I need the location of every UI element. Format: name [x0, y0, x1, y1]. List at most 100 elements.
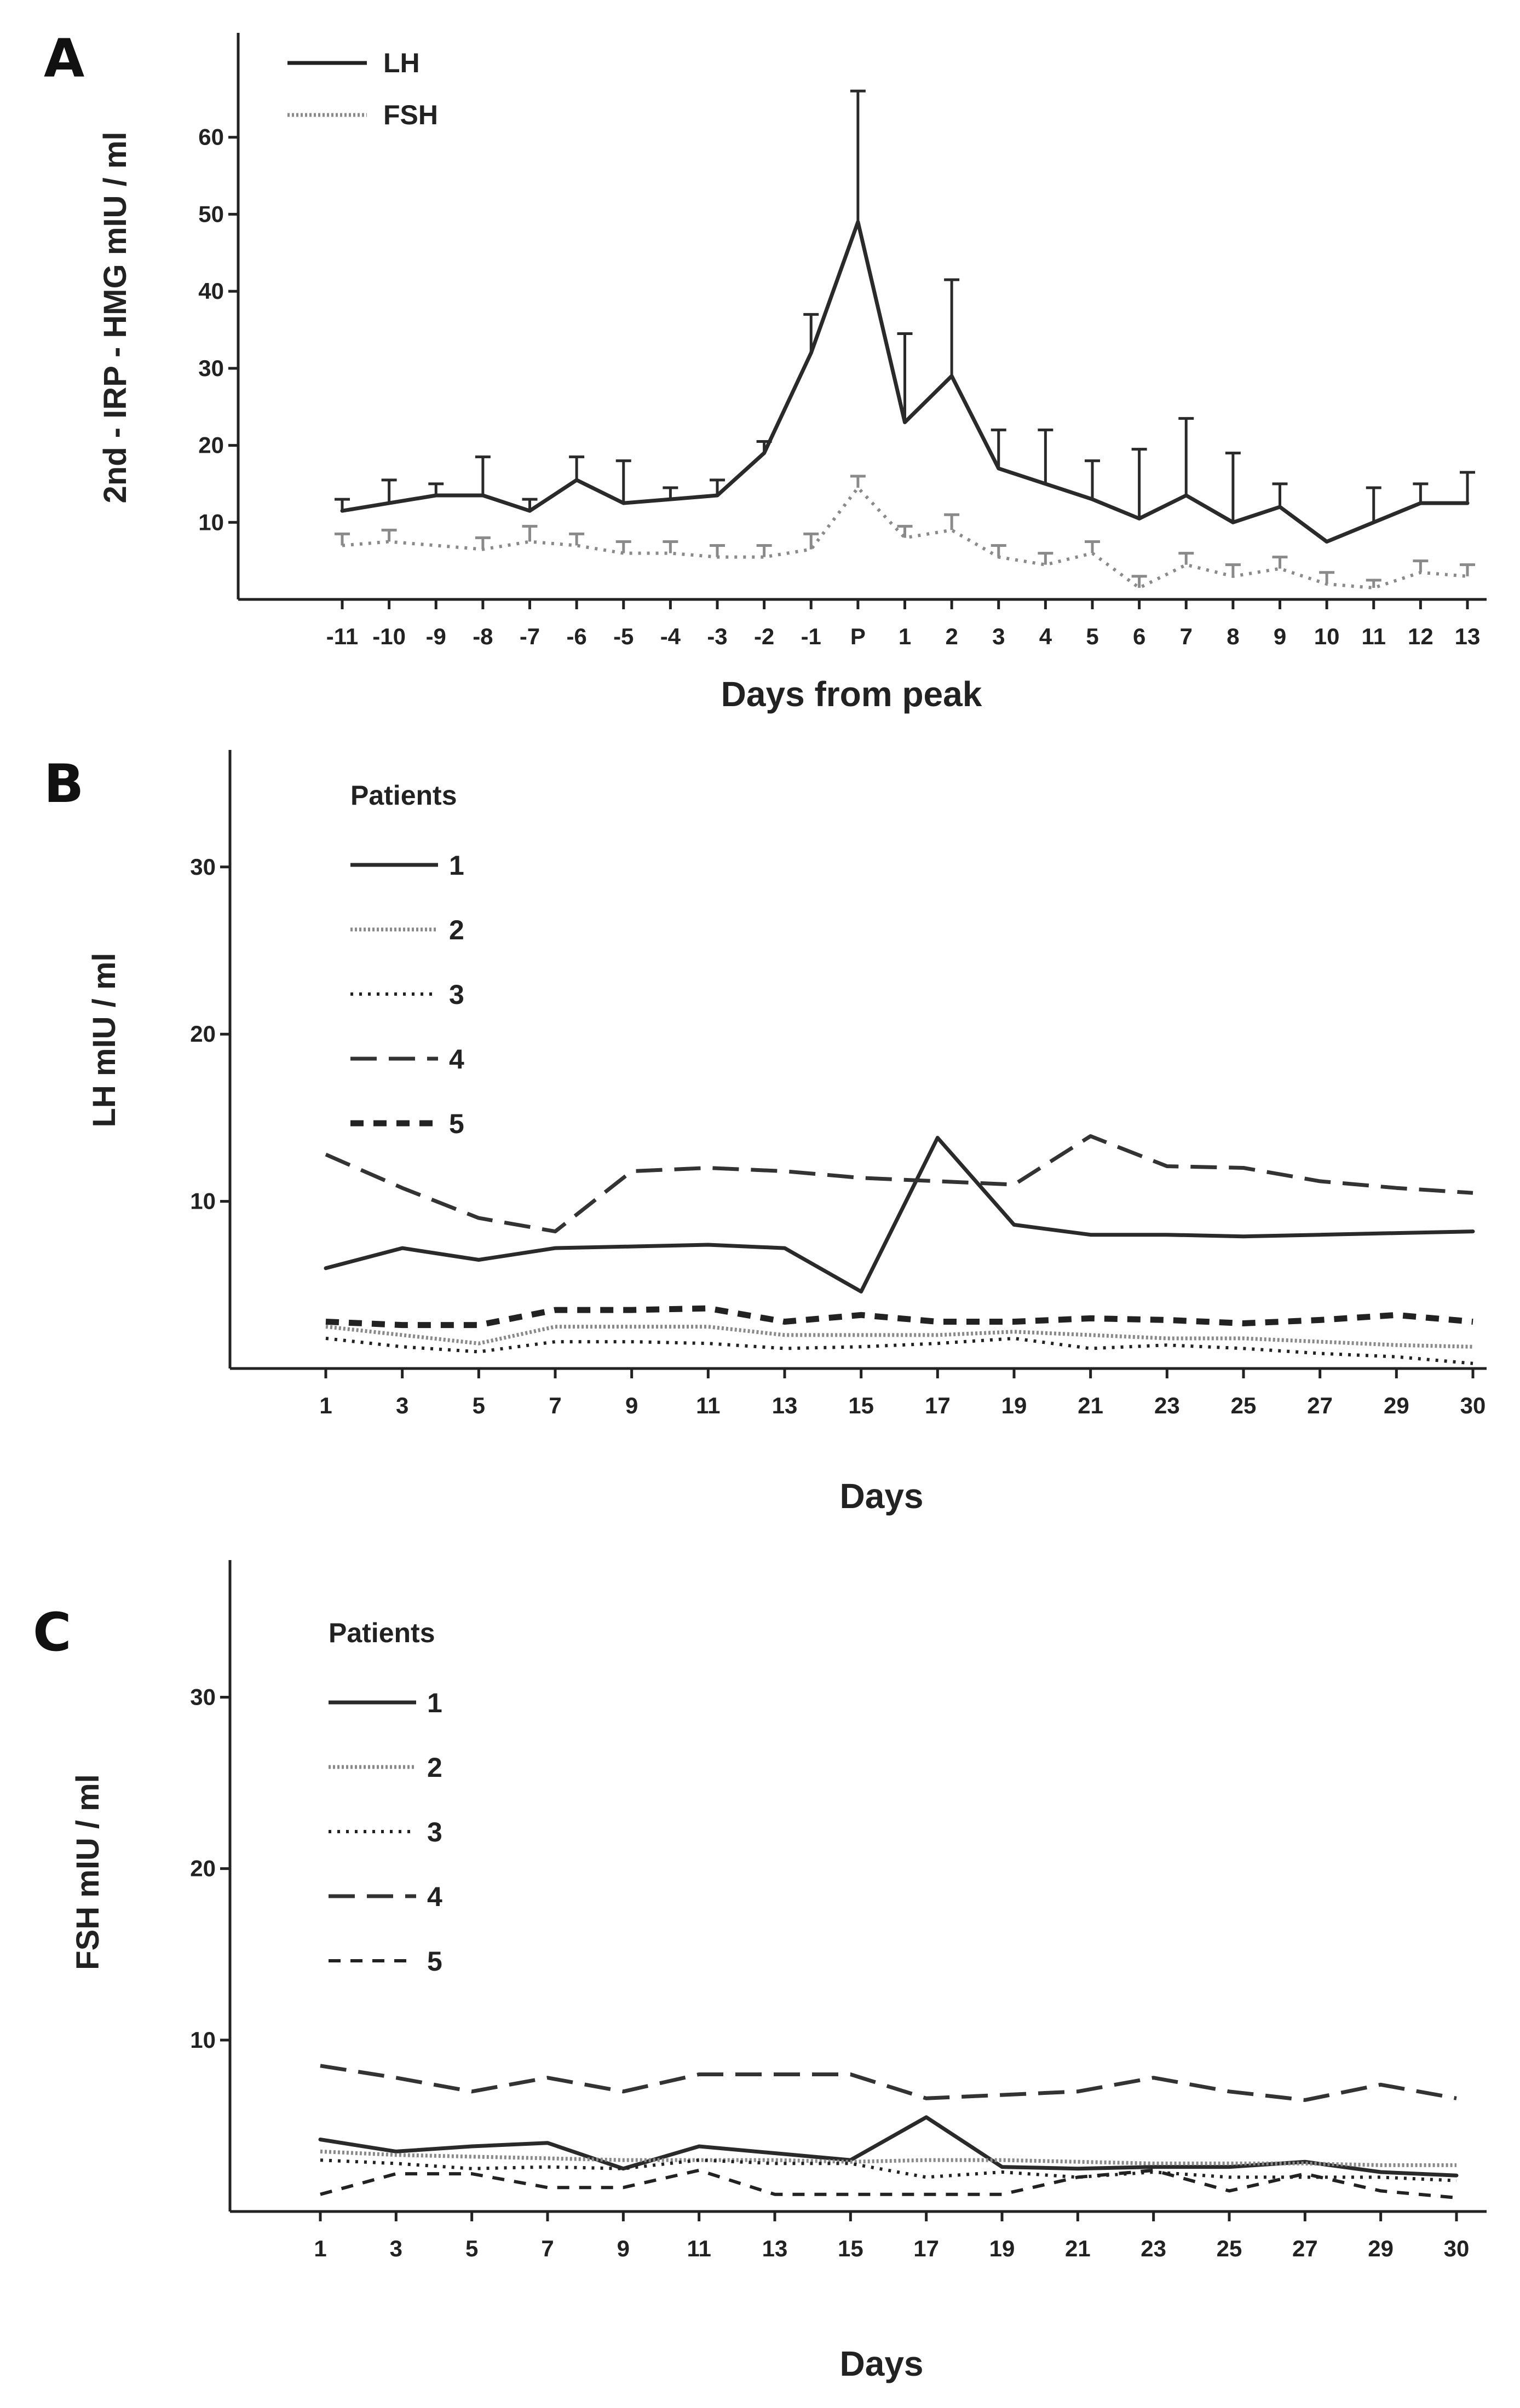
- x-tick-label: 7: [549, 1393, 561, 1418]
- series-line-5: [325, 1305, 1473, 1329]
- panel-c-x-title: Days: [840, 2344, 924, 2383]
- x-tick-label: -1: [801, 623, 821, 649]
- x-tick-label: 2: [945, 623, 958, 649]
- x-tick-label: 13: [1455, 623, 1481, 649]
- x-tick-label: 7: [541, 2236, 554, 2261]
- y-tick-label: 30: [190, 1684, 216, 1710]
- x-tick-label: 23: [1141, 2236, 1166, 2261]
- x-tick-label: 8: [1227, 623, 1239, 649]
- y-tick-label: 50: [198, 201, 224, 227]
- x-tick-label: 12: [1408, 623, 1433, 649]
- x-tick-label: 11: [696, 1393, 720, 1418]
- x-tick-label: 11: [687, 2236, 711, 2261]
- x-tick-label: 5: [1086, 623, 1098, 649]
- x-tick-label: 10: [1314, 623, 1340, 649]
- x-tick-label: 30: [1460, 1393, 1486, 1418]
- y-tick-label: 60: [198, 124, 224, 150]
- x-tick-label: -11: [326, 623, 358, 649]
- panel-a-x-ticks: -11 -10 -9 -8 -7 -6 -5 -4 -3 -2 -1 P 1 2 3 4 5 6 7 8 9 10 11 12…: [326, 599, 1481, 649]
- x-tick-label: 25: [1231, 1393, 1257, 1418]
- x-tick-label: 3: [390, 2236, 402, 2261]
- x-tick-label: -2: [754, 623, 774, 649]
- panel-c-legend: Patients 1 2 3 4 5: [329, 1618, 442, 1977]
- x-tick-label: 19: [989, 2236, 1015, 2261]
- panel-a-label: A: [44, 28, 84, 89]
- legend-label-4: 4: [427, 1881, 442, 1912]
- x-tick-label: -5: [613, 623, 634, 649]
- x-tick-label: 25: [1217, 2236, 1242, 2261]
- x-tick-label: 17: [913, 2236, 939, 2261]
- y-tick-label: 10: [198, 509, 224, 535]
- x-tick-label: 29: [1384, 1393, 1409, 1418]
- x-tick-label: 1: [319, 1393, 332, 1418]
- y-tick-label: 10: [190, 1188, 216, 1214]
- x-tick-label: 21: [1078, 1393, 1103, 1418]
- legend-label-1: 1: [427, 1688, 442, 1718]
- x-tick-label: 9: [617, 2236, 630, 2261]
- panel-b-y-ticks: 10 20 30: [190, 854, 230, 1214]
- x-tick-label: 13: [762, 2236, 788, 2261]
- panel-a-error-bars: [335, 89, 1475, 588]
- x-tick-label: 3: [396, 1393, 408, 1418]
- series-line-4: [320, 2064, 1457, 2102]
- x-tick-label: 23: [1154, 1393, 1180, 1418]
- x-tick-label: -8: [473, 623, 493, 649]
- panel-b-y-title: LH mIU / ml: [87, 952, 122, 1127]
- series-line-1: [324, 1136, 1475, 1293]
- series-line-5: [320, 2168, 1457, 2199]
- x-tick-label: -10: [372, 623, 406, 649]
- panel-b-legend-title: Patients: [350, 780, 457, 811]
- series-line-3: [320, 2158, 1457, 2182]
- panel-c-x-ticks: 1 3 5 7 9 11 13 15 17 19 21 23 25 27 29 30: [314, 2211, 1469, 2261]
- y-tick-label: 20: [190, 1856, 216, 1881]
- legend-label-2: 2: [427, 1752, 442, 1783]
- panel-c-label: C: [33, 1602, 71, 1663]
- panel-a-legend: LH FSH: [287, 48, 438, 130]
- x-tick-label: -9: [426, 623, 446, 649]
- panel-b-series: [324, 1134, 1475, 1365]
- legend-label-5: 5: [449, 1108, 464, 1139]
- x-tick-label: 29: [1368, 2236, 1394, 2261]
- panel-b-legend: Patients 1 2 3 4 5: [350, 780, 464, 1139]
- legend-label-3: 3: [449, 979, 464, 1010]
- y-tick-label: 10: [190, 2027, 216, 2053]
- x-tick-label: 15: [838, 2236, 863, 2261]
- legend-fsh-label: FSH: [383, 100, 438, 130]
- y-tick-label: 20: [190, 1021, 216, 1047]
- x-tick-label: 30: [1444, 2236, 1470, 2261]
- legend-label-3: 3: [427, 1817, 442, 1847]
- x-tick-label: 27: [1307, 1393, 1333, 1418]
- panel-a: A 10 20 30 40 50 60 -11 -10 -9 -8 -7 -6 -5 -4 -3 -2 -1 P…: [44, 28, 1487, 714]
- series-line-LH: [340, 220, 1470, 544]
- panel-c-series: [318, 2064, 1459, 2199]
- y-tick-label: 30: [190, 854, 216, 880]
- x-tick-label: 1: [314, 2236, 326, 2261]
- x-tick-label: 17: [925, 1393, 951, 1418]
- x-tick-label: 21: [1065, 2236, 1091, 2261]
- series-line-2: [325, 1325, 1473, 1349]
- x-tick-label: 5: [473, 1393, 485, 1418]
- x-tick-label: 15: [848, 1393, 874, 1418]
- legend-label-5: 5: [427, 1946, 442, 1977]
- panel-b-label: B: [44, 753, 84, 815]
- panel-a-y-ticks: 10 20 30 40 50 60: [198, 124, 238, 535]
- x-tick-label: 19: [1001, 1393, 1027, 1418]
- x-tick-label: 4: [1039, 623, 1052, 649]
- y-tick-label: 40: [198, 278, 224, 304]
- panel-c-y-ticks: 10 20 30: [190, 1684, 230, 2053]
- x-tick-label: 6: [1133, 623, 1145, 649]
- series-line-2: [320, 2149, 1456, 2167]
- x-tick-label: -4: [660, 623, 681, 649]
- x-tick-label: 5: [465, 2236, 478, 2261]
- x-tick-label: 13: [772, 1393, 798, 1418]
- panel-b-x-ticks: 1 3 5 7 9 11 13 15 17 19 21 23 25 27 29 30: [319, 1368, 1486, 1418]
- x-tick-label: 1: [899, 623, 911, 649]
- x-tick-label: 9: [1274, 623, 1286, 649]
- panel-a-series: [340, 220, 1470, 590]
- x-tick-label: 9: [625, 1393, 638, 1418]
- x-tick-label: 11: [1362, 623, 1386, 649]
